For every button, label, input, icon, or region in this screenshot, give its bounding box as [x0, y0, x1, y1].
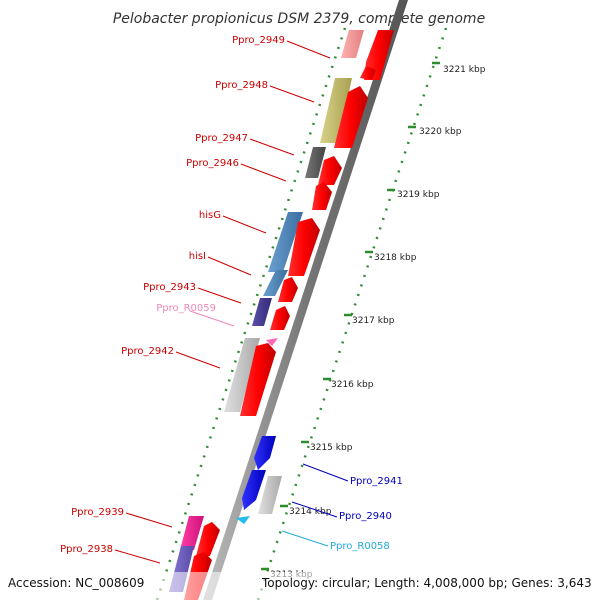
- feature-block-ppro-2940[interactable]: [258, 476, 282, 514]
- feature-block-ppro-2942[interactable]: [224, 338, 260, 412]
- gene-label-ppro-2943[interactable]: Ppro_2943: [143, 282, 196, 293]
- tick-label: 3218 kbp: [374, 253, 417, 263]
- leader-line-ppro-2947: [249, 138, 295, 156]
- footer-backdrop: [0, 572, 600, 600]
- leader-line-ppro-2939: [125, 512, 173, 528]
- leader-line-ppro-2943: [197, 287, 242, 304]
- leader-line-ppro-2946: [240, 163, 287, 182]
- leader-line-ppro-r0059: [189, 310, 235, 327]
- cds-arrow-5[interactable]: [312, 182, 332, 210]
- gene-label-ppro-2948[interactable]: Ppro_2948: [215, 80, 268, 91]
- gene-label-ppro-2946[interactable]: Ppro_2946: [186, 158, 239, 169]
- leader-line-ppro-2942: [175, 351, 221, 369]
- gene-label-ppro-2939[interactable]: Ppro_2939: [71, 507, 124, 518]
- rna-markers: [236, 338, 278, 524]
- tick-label: 3217 kbp: [352, 316, 395, 326]
- rna-marker-ppro-r0059[interactable]: [266, 338, 278, 346]
- cds-arrow-4[interactable]: [318, 156, 342, 185]
- feature-block-ppro-2948[interactable]: [320, 78, 352, 143]
- leader-line-ppro-2941: [302, 463, 349, 482]
- rna-marker-ppro-r0058[interactable]: [236, 516, 250, 524]
- cds-arrow-9[interactable]: [240, 343, 276, 416]
- cds-arrow-8[interactable]: [270, 306, 290, 330]
- leader-line-hisi: [207, 256, 252, 276]
- tick-label: 3216 kbp: [331, 380, 374, 390]
- map-title: Pelobacter propionicus DSM 2379, complet…: [113, 11, 485, 27]
- gene-label-ppro-2942[interactable]: Ppro_2942: [121, 346, 174, 357]
- inner-dotted-track: [155, 27, 347, 600]
- cds-arrow-3[interactable]: [334, 86, 368, 148]
- feature-block-ppro-2949[interactable]: [341, 30, 364, 58]
- gene-label-ppro-2949[interactable]: Ppro_2949: [232, 35, 285, 46]
- tick-label: 3221 kbp: [443, 65, 486, 75]
- leader-line-ppro-2949: [286, 40, 331, 59]
- gene-label-ppro-r0058[interactable]: Ppro_R0058: [330, 541, 390, 552]
- topology-text: Topology: circular; Length: 4,008,000 bp…: [261, 576, 592, 590]
- gene-label-ppro-2947[interactable]: Ppro_2947: [195, 133, 248, 144]
- accession-text: Accession: NC_008609: [8, 576, 144, 590]
- cds-arrow-blue-1[interactable]: [254, 436, 276, 470]
- leader-line-ppro-r0058: [281, 530, 329, 547]
- tick-label: 3214 kbp: [289, 507, 332, 517]
- genome-backbone: [203, 0, 408, 600]
- cds-arrow-10[interactable]: [196, 522, 220, 556]
- tick-label: 3220 kbp: [419, 127, 462, 137]
- leader-line-ppro-2948: [269, 85, 315, 103]
- gene-label-ppro-2940[interactable]: Ppro_2940: [339, 511, 392, 522]
- gene-label-hisi[interactable]: hisI: [189, 251, 206, 262]
- gene-labels: Ppro_2949 Ppro_2948 Ppro_2947 Ppro_2946 hisG…: [60, 35, 403, 564]
- leader-line-ppro-2938: [114, 549, 161, 564]
- cds-arrow-7[interactable]: [278, 277, 298, 302]
- gene-label-hisg[interactable]: hisG: [199, 210, 221, 221]
- cds-arrows-blue: [242, 436, 282, 514]
- cds-arrow-blue-2[interactable]: [242, 470, 266, 510]
- gene-label-ppro-r0059[interactable]: Ppro_R0059: [156, 303, 216, 314]
- feature-block-hisg[interactable]: [268, 212, 303, 272]
- gene-label-ppro-2941[interactable]: Ppro_2941: [350, 476, 403, 487]
- cds-arrow-6[interactable]: [288, 218, 320, 276]
- tick-label: 3215 kbp: [310, 443, 353, 453]
- feature-blocks-left: [169, 30, 364, 592]
- feature-block-ppro-2947[interactable]: [305, 147, 326, 178]
- tick-label: 3219 kbp: [397, 190, 440, 200]
- feature-block-ppro-2943[interactable]: [252, 298, 272, 326]
- feature-block-hisi[interactable]: [263, 270, 288, 296]
- leader-line-hisg: [222, 215, 267, 234]
- gene-label-ppro-2938[interactable]: Ppro_2938: [60, 544, 113, 555]
- leader-line-ppro-2940: [291, 501, 338, 518]
- cds-arrow-1[interactable]: [364, 30, 394, 80]
- cds-arrow-2[interactable]: [360, 66, 376, 80]
- backbone-bar: [203, 0, 408, 600]
- feature-block-ppro-2939[interactable]: [180, 516, 204, 550]
